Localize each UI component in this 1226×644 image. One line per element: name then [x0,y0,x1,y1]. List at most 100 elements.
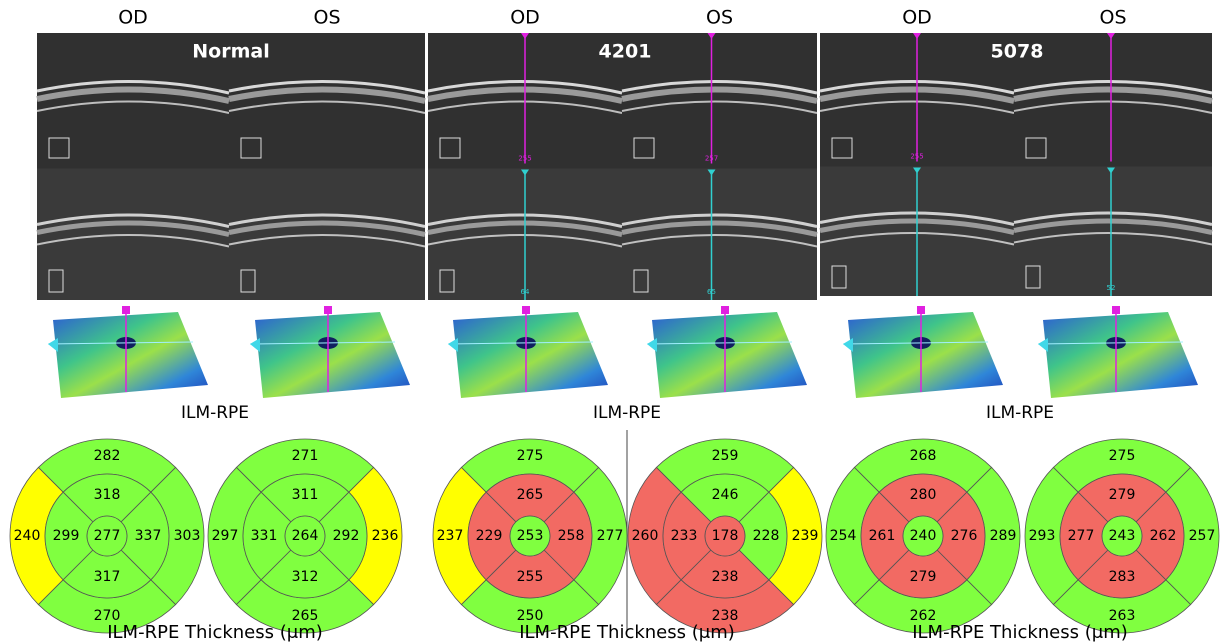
thickness-value: 261 [869,528,896,544]
panel-title: 5078 [991,41,1044,63]
thickness-value: 243 [1109,528,1136,544]
caption: ILM-RPE Thickness (μm) [107,622,323,643]
scan-value-upper: 255 [518,155,531,163]
thickness-value: 238 [712,569,739,585]
thickness-value: 178 [712,528,739,544]
thickness-value: 233 [671,528,698,544]
thickness-value: 331 [251,528,278,544]
scan-value-upper: 255 [910,153,923,161]
thickness-value: 264 [292,528,319,544]
thickness-value: 228 [753,528,780,544]
map-surface [255,312,410,398]
map-arrow [1038,338,1048,352]
thickness-value: 318 [94,487,121,503]
caption: ILM-RPE Thickness (μm) [912,622,1128,643]
map-arrow [48,338,58,352]
map-marker [122,306,130,314]
thickness-value: 257 [1189,528,1216,544]
thickness-value: 229 [476,528,503,544]
thickness-value: 297 [212,528,239,544]
map-marker [324,306,332,314]
thickness-value: 277 [94,528,121,544]
map-marker [917,306,925,314]
map-label: ILM-RPE [181,403,249,423]
scan-value-lower: 65 [707,288,716,296]
thickness-value: 277 [1068,528,1095,544]
map-arrow [250,338,260,352]
oct-scan [37,33,229,300]
eye-label: OS [706,7,733,29]
thickness-value: 280 [910,487,937,503]
map-surface [53,312,208,398]
thickness-map-3d [448,306,608,398]
thickness-map-3d [843,306,1003,398]
thickness-value: 255 [517,569,544,585]
thickness-map-3d [250,306,410,398]
map-surface [1043,312,1198,398]
thickness-value: 277 [597,528,624,544]
eye-label: OD [902,7,932,29]
oct-lower-half [1014,167,1212,297]
thickness-map-3d [48,306,208,398]
thickness-value: 282 [94,448,121,464]
thickness-value: 312 [292,569,319,585]
oct-scan: 52 [1014,33,1212,296]
thickness-value: 260 [632,528,659,544]
scan-value-lower: 64 [521,288,530,296]
thickness-value: 258 [558,528,585,544]
thickness-value: 271 [292,448,319,464]
map-marker [721,306,729,314]
eye-label: OS [313,7,340,29]
panel-title: 4201 [599,41,652,63]
map-surface [453,312,608,398]
thickness-value: 253 [517,528,544,544]
eye-label: OD [118,7,148,29]
map-surface [848,312,1003,398]
thickness-value: 276 [951,528,978,544]
thickness-value: 268 [910,448,937,464]
caption: ILM-RPE Thickness (μm) [519,622,735,643]
thickness-value: 292 [333,528,360,544]
thickness-value: 293 [1029,528,1056,544]
thickness-map-3d [647,306,807,398]
thickness-value: 259 [712,448,739,464]
oct-scan [229,33,425,300]
figure: OD282240303270318299337317277OS271297236… [0,0,1226,644]
thickness-value: 337 [135,528,162,544]
map-label: ILM-RPE [593,403,661,423]
panel-title: Normal [192,41,269,63]
thickness-value: 279 [1109,487,1136,503]
map-arrow [647,338,657,352]
thickness-value: 240 [14,528,41,544]
thickness-value: 239 [792,528,819,544]
map-label: ILM-RPE [986,403,1054,423]
thickness-value: 237 [437,528,464,544]
thickness-map-3d [1038,306,1198,398]
thickness-value: 246 [712,487,739,503]
thickness-value: 254 [830,528,857,544]
thickness-value: 283 [1109,569,1136,585]
thickness-value: 279 [910,569,937,585]
scan-value-lower: 52 [1107,284,1116,292]
thickness-value: 303 [174,528,201,544]
thickness-value: 289 [990,528,1017,544]
thickness-value: 262 [1150,528,1177,544]
map-arrow [448,338,458,352]
eye-label: OS [1099,7,1126,29]
map-marker [522,306,530,314]
thickness-value: 240 [910,528,937,544]
oct-scan: 257 65 [622,33,817,300]
thickness-value: 265 [517,487,544,503]
scan-value-upper: 257 [705,155,718,163]
map-marker [1112,306,1120,314]
thickness-value: 311 [292,487,319,503]
eye-label: OD [510,7,540,29]
map-surface [652,312,807,398]
map-arrow [843,338,853,352]
thickness-value: 275 [1109,448,1136,464]
thickness-value: 275 [517,448,544,464]
thickness-value: 299 [53,528,80,544]
oct-scan: 255 64 [428,33,622,300]
thickness-value: 317 [94,569,121,585]
oct-scan: 255 [820,33,1014,296]
